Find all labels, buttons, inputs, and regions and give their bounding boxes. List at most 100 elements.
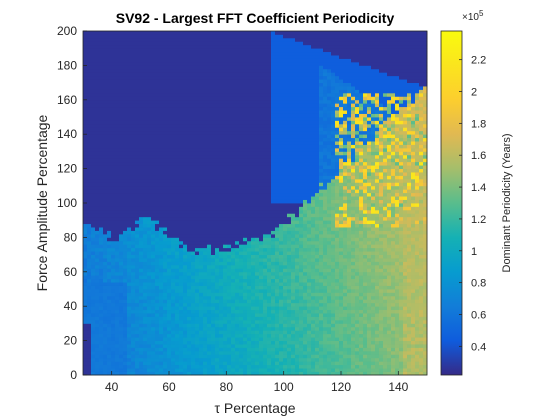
- heatmap-cell: [243, 237, 248, 242]
- heatmap-cell: [183, 323, 188, 328]
- heatmap-cell: [267, 154, 272, 159]
- heatmap-cell: [139, 161, 144, 166]
- heatmap-cell: [191, 196, 196, 200]
- heatmap-cell: [171, 161, 176, 166]
- heatmap-cell: [263, 340, 268, 345]
- heatmap-cell: [123, 89, 128, 94]
- heatmap-cell: [139, 282, 144, 286]
- heatmap-cell: [247, 319, 252, 324]
- heatmap-cell: [151, 165, 156, 169]
- heatmap-cell: [199, 82, 204, 87]
- heatmap-cell: [203, 244, 208, 249]
- heatmap-cell: [195, 319, 200, 324]
- heatmap-cell: [135, 134, 140, 139]
- heatmap-cell: [243, 240, 248, 245]
- heatmap-cell: [107, 168, 112, 173]
- heatmap-cell: [115, 203, 120, 207]
- heatmap-cell: [259, 258, 264, 262]
- heatmap-cell: [119, 89, 124, 94]
- heatmap-cell: [243, 258, 248, 262]
- heatmap-cell: [223, 337, 228, 341]
- heatmap-cell: [243, 368, 248, 372]
- heatmap-cell: [151, 203, 156, 207]
- heatmap-cell: [267, 178, 272, 183]
- heatmap-cell: [143, 158, 148, 163]
- heatmap-cell: [247, 82, 252, 87]
- heatmap-cell: [87, 68, 92, 73]
- heatmap-cell: [135, 230, 140, 235]
- heatmap-cell: [275, 172, 280, 176]
- heatmap-cell: [127, 123, 132, 128]
- heatmap-cell: [219, 154, 224, 159]
- heatmap-cell: [191, 237, 196, 242]
- heatmap-cell: [223, 319, 228, 324]
- heatmap-cell: [255, 65, 260, 70]
- heatmap-cell: [151, 316, 156, 321]
- heatmap-cell: [111, 361, 116, 366]
- heatmap-cell: [203, 158, 208, 163]
- heatmap-cell: [215, 178, 220, 183]
- heatmap-cell: [275, 189, 280, 194]
- heatmap-cell: [131, 350, 136, 355]
- heatmap-cell: [183, 127, 188, 132]
- heatmap-cell: [255, 230, 260, 235]
- heatmap-cell: [211, 79, 216, 83]
- heatmap-cell: [207, 299, 212, 304]
- heatmap-cell: [95, 313, 100, 317]
- heatmap-cell: [191, 368, 196, 372]
- heatmap-cell: [123, 340, 128, 345]
- heatmap-cell: [167, 309, 172, 314]
- heatmap-cell: [279, 268, 284, 273]
- heatmap-cell: [87, 31, 92, 35]
- heatmap-cell: [139, 44, 144, 49]
- heatmap-cell: [143, 240, 148, 245]
- heatmap-cell: [131, 48, 136, 53]
- heatmap-cell: [223, 130, 228, 135]
- heatmap-cell: [187, 223, 192, 228]
- heatmap-cell: [231, 106, 236, 111]
- heatmap-cell: [127, 344, 132, 348]
- heatmap-cell: [175, 203, 180, 207]
- heatmap-cell: [263, 196, 268, 200]
- heatmap-cell: [115, 89, 120, 94]
- heatmap-cell: [119, 282, 124, 286]
- heatmap-cell: [227, 357, 232, 362]
- heatmap-cell: [155, 271, 160, 276]
- heatmap-cell: [143, 302, 148, 307]
- heatmap-cell: [203, 127, 208, 132]
- heatmap-cell: [183, 206, 188, 211]
- heatmap-cell: [203, 247, 208, 252]
- heatmap-cell: [99, 175, 104, 180]
- heatmap-cell: [119, 182, 124, 187]
- heatmap-cell: [119, 230, 124, 235]
- heatmap-cell: [271, 99, 276, 104]
- heatmap-cell: [83, 72, 88, 77]
- heatmap-cell: [199, 147, 204, 152]
- heatmap-cell: [143, 161, 148, 166]
- heatmap-cell: [151, 258, 156, 262]
- heatmap-cell: [255, 289, 260, 293]
- heatmap-cell: [95, 230, 100, 235]
- heatmap-cell: [251, 110, 256, 114]
- heatmap-cell: [119, 117, 124, 121]
- heatmap-cell: [267, 261, 272, 266]
- heatmap-cell: [111, 330, 116, 335]
- heatmap-cell: [279, 158, 284, 163]
- heatmap-cell: [243, 58, 248, 63]
- heatmap-cell: [243, 295, 248, 300]
- heatmap-cell: [191, 120, 196, 125]
- heatmap-cell: [171, 106, 176, 111]
- heatmap-cell: [199, 99, 204, 104]
- heatmap-cell: [235, 37, 240, 42]
- heatmap-cell: [159, 172, 164, 176]
- heatmap-cell: [83, 165, 88, 169]
- heatmap-cell: [199, 247, 204, 252]
- heatmap-cell: [115, 261, 120, 266]
- heatmap-cell: [167, 213, 172, 218]
- heatmap-cell: [127, 34, 132, 39]
- heatmap-cell: [207, 168, 212, 173]
- heatmap-cell: [119, 216, 124, 221]
- heatmap-cell: [259, 223, 264, 228]
- heatmap-cell: [179, 65, 184, 70]
- heatmap-cell: [251, 271, 256, 276]
